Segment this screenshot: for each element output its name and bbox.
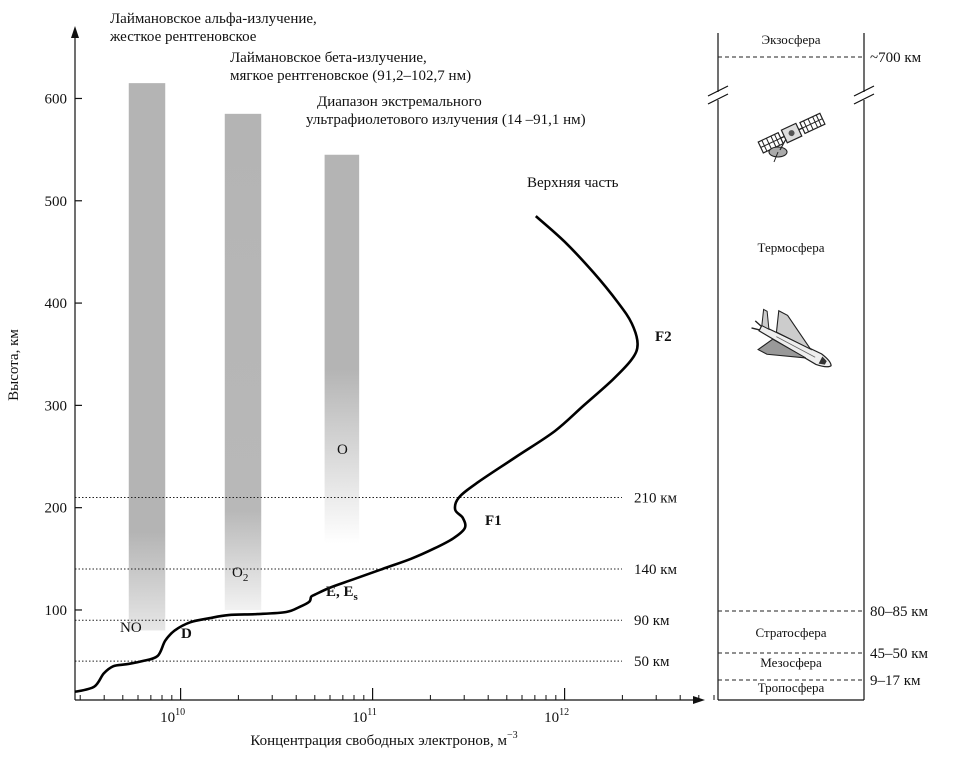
reference-label-140km: 140 км: [634, 562, 678, 578]
d-layer-label: D: [181, 626, 192, 642]
x-ticks: 1010 1011 1012: [79, 688, 715, 726]
band-label-o2: O2: [232, 565, 248, 584]
layer-thermosphere: Термосфера: [758, 240, 825, 255]
satellite-icon: [757, 112, 826, 163]
band-no: [128, 83, 166, 631]
band-label-o2-text: O: [232, 565, 243, 581]
band-label-o: O: [337, 442, 348, 458]
x-axis-label-text: Концентрация свободных электронов, м: [250, 733, 507, 749]
x-axis-label-unit-exponent: −3: [507, 730, 518, 741]
x-tick-label-1e12: 1012: [544, 707, 569, 726]
euv-note-line-2: ультрафиолетового излучения (14 –91,1 нм…: [306, 112, 586, 128]
e-layer-label: E, Es: [326, 584, 359, 603]
y-tick-label-400: 400: [45, 296, 68, 312]
electron-density-curve: [74, 215, 639, 694]
x-tick-label-1e11: 1011: [352, 707, 377, 726]
band-o: [324, 154, 360, 544]
lyman-beta-note-line-1: Лаймановское бета-излучение,: [230, 50, 427, 66]
lyman-beta-note-line-2: мягкое рентгеновское (91,2–102,7 нм): [230, 68, 471, 84]
band-label-no: NO: [120, 620, 142, 636]
y-tick-label-300: 300: [45, 398, 68, 414]
layer-stratosphere: Стратосфера: [756, 625, 827, 640]
ionization-bands: [128, 83, 360, 631]
reference-label-210km: 210 км: [634, 490, 678, 506]
lyman-alpha-note-line-1: Лаймановское альфа-излучение,: [110, 11, 317, 27]
axis-break-right: [853, 85, 875, 105]
e-layer-label-subscript: s: [354, 591, 359, 603]
boundary-label-9-17km: 9–17 км: [870, 673, 921, 689]
f1-layer-label: F1: [485, 513, 502, 529]
axes: [71, 26, 705, 704]
band-label-o2-subscript: 2: [243, 572, 249, 584]
layer-troposphere: Тропосфера: [758, 680, 825, 695]
f2-layer-label: F2: [655, 329, 672, 345]
axis-break-left: [707, 85, 729, 105]
y-axis-label: Высота, км: [6, 329, 22, 401]
e-layer-label-text: E, E: [326, 584, 354, 600]
layer-mesosphere: Мезосфера: [760, 655, 822, 670]
euv-note-line-1: Диапазон экстремального: [317, 94, 482, 110]
lyman-alpha-note: Лаймановское альфа-излучение, жесткое ре…: [109, 11, 321, 45]
band-o2: [224, 113, 262, 610]
layer-exosphere: Экзосфера: [761, 32, 820, 47]
y-axis-arrow: [71, 26, 79, 38]
boundary-label-45-50km: 45–50 км: [870, 646, 929, 662]
boundary-label-80-85km: 80–85 км: [870, 604, 929, 620]
lyman-beta-note: Лаймановское бета-излучение, мягкое рент…: [230, 50, 471, 84]
upper-part-label: Верхняя часть: [527, 175, 619, 191]
y-tick-label-500: 500: [45, 194, 68, 210]
reference-label-50km: 50 км: [634, 654, 670, 670]
euv-note: Диапазон экстремального ультрафиолетовог…: [306, 94, 586, 128]
x-axis-label: Концентрация свободных электронов, м−3: [250, 730, 517, 749]
space-shuttle-icon: [751, 308, 832, 368]
reference-lines: 50 км 90 км 140 км 210 км: [75, 490, 678, 670]
y-tick-label-200: 200: [45, 501, 68, 517]
y-tick-label-600: 600: [45, 91, 68, 107]
y-tick-label-100: 100: [45, 603, 68, 619]
y-ticks: 100 200 300 400 500 600: [45, 91, 82, 619]
x-tick-label-1e10: 1010: [160, 707, 185, 726]
atmosphere-column: Экзосфера Термосфера Стратосфера Мезосфе…: [707, 32, 929, 701]
reference-label-90km: 90 км: [634, 613, 670, 629]
boundary-label-700km: ~700 км: [870, 50, 922, 66]
lyman-alpha-note-line-2: жесткое рентгеновское: [109, 29, 257, 45]
